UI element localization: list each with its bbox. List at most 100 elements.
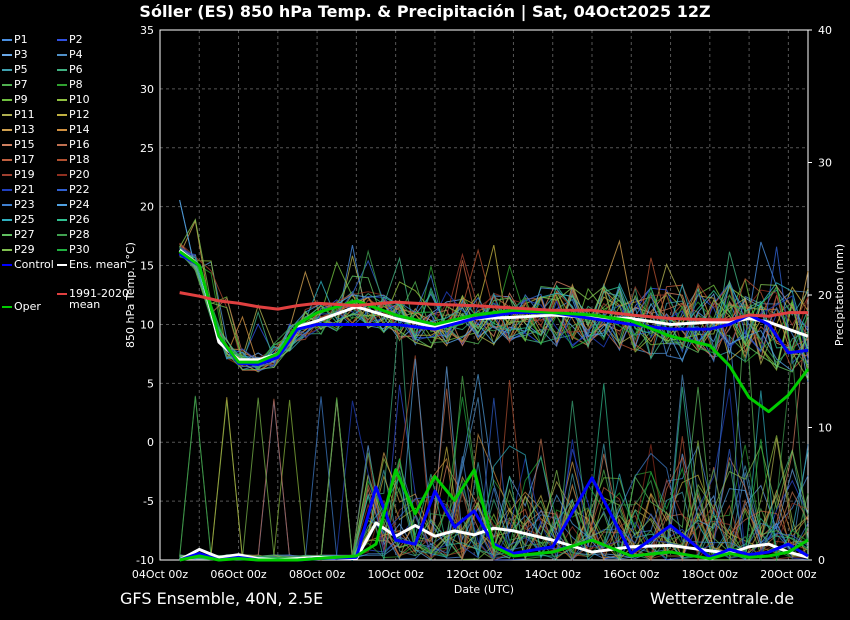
x-tick-label: 10Oct 00z: [367, 568, 424, 581]
legend-item-1991-2020-mean: 1991-2020 mean: [57, 288, 129, 310]
legend-label: P9: [14, 93, 28, 106]
series-line-1991-2020-mean: [179, 291, 808, 322]
y2-tick-label: 40: [818, 24, 832, 37]
legend-item-p20: P20: [57, 168, 90, 181]
legend-item-p23: P23: [2, 198, 35, 211]
legend-item-p2: P2: [57, 33, 83, 46]
legend-swatch: [2, 306, 12, 308]
y-tick-label: -10: [136, 554, 154, 567]
model-label: GFS Ensemble, 40N, 2.5E: [120, 589, 324, 608]
series-line-oper: [178, 250, 810, 414]
x-tick-label: 20Oct 00z: [760, 568, 817, 581]
legend-label: P30: [69, 243, 90, 256]
legend-item-p29: P29: [2, 243, 35, 256]
legend-item-p1: P1: [2, 33, 28, 46]
legend-label: Control: [14, 258, 54, 271]
y-tick-label: -5: [143, 495, 154, 508]
legend-item-oper: Oper: [2, 300, 41, 313]
legend-label: P27: [14, 228, 35, 241]
legend-swatch: [2, 39, 12, 41]
legend-item-ens-mean: Ens. mean: [57, 258, 127, 271]
legend-item-p17: P17: [2, 153, 35, 166]
legend-label: P23: [14, 198, 35, 211]
legend-swatch: [2, 159, 12, 161]
legend-item-p27: P27: [2, 228, 35, 241]
legend-label: P26: [69, 213, 90, 226]
legend-label: P18: [69, 153, 90, 166]
legend-label: P20: [69, 168, 90, 181]
legend-swatch: [2, 129, 12, 131]
chart-title: Sóller (ES) 850 hPa Temp. & Precipitació…: [139, 2, 711, 21]
legend-swatch: [57, 144, 67, 146]
legend-swatch: [57, 249, 67, 251]
legend-item-p16: P16: [57, 138, 90, 151]
y-tick-label: 0: [147, 436, 154, 449]
legend-label: P2: [69, 33, 83, 46]
legend-label: P11: [14, 108, 35, 121]
legend-label: P13: [14, 123, 35, 136]
member-line-p24: [179, 199, 809, 372]
legend-swatch: [2, 84, 12, 86]
legend-item-p3: P3: [2, 48, 28, 61]
legend-item-p15: P15: [2, 138, 35, 151]
legend-label: P22: [69, 183, 90, 196]
legend-swatch: [57, 174, 67, 176]
legend-label: P3: [14, 48, 28, 61]
x-tick-label: 06Oct 00z: [210, 568, 267, 581]
legend-item-p6: P6: [57, 63, 83, 76]
legend-swatch: [2, 69, 12, 71]
legend-label: P19: [14, 168, 35, 181]
legend-label: P14: [69, 123, 90, 136]
legend-item-p30: P30: [57, 243, 90, 256]
legend-swatch: [57, 264, 67, 266]
legend-label: P1: [14, 33, 28, 46]
legend-item-p26: P26: [57, 213, 90, 226]
y-tick-label: 35: [140, 24, 154, 37]
legend-swatch: [57, 189, 67, 191]
x-tick-label: 04Oct 00z: [132, 568, 189, 581]
y-tick-label: 25: [140, 142, 154, 155]
legend-label: Ens. mean: [69, 258, 127, 271]
legend-swatch: [2, 219, 12, 221]
legend-label: P24: [69, 198, 90, 211]
legend-label: P15: [14, 138, 35, 151]
legend-label: P10: [69, 93, 90, 106]
legend-swatch: [57, 129, 67, 131]
legend-item-p18: P18: [57, 153, 90, 166]
legend-label: P7: [14, 78, 28, 91]
legend-label: 1991-2020 mean: [69, 287, 129, 311]
member-precip-p28: [179, 351, 809, 562]
legend-label: P4: [69, 48, 83, 61]
legend-swatch: [2, 144, 12, 146]
legend-item-control: Control: [2, 258, 54, 271]
legend-item-p5: P5: [2, 63, 28, 76]
x-axis-label: Date (UTC): [454, 583, 514, 596]
member-precip-p29: [179, 397, 809, 561]
x-tick-label: 16Oct 00z: [603, 568, 660, 581]
legend-item-p7: P7: [2, 78, 28, 91]
legend-swatch: [2, 174, 12, 176]
y-tick-label: 10: [140, 318, 154, 331]
legend-swatch: [57, 54, 67, 56]
legend-swatch: [57, 159, 67, 161]
legend-item-p24: P24: [57, 198, 90, 211]
member-line-p28: [179, 249, 809, 369]
x-tick-label: 12Oct 00z: [446, 568, 503, 581]
legend-swatch: [2, 249, 12, 251]
member-precip-p23: [179, 396, 809, 561]
legend-label: P28: [69, 228, 90, 241]
legend-swatch: [2, 189, 12, 191]
legend-item-p21: P21: [2, 183, 35, 196]
legend-item-p14: P14: [57, 123, 90, 136]
plot-frame: [159, 29, 809, 561]
legend-swatch: [57, 69, 67, 71]
legend-item-p28: P28: [57, 228, 90, 241]
legend-swatch: [57, 293, 67, 295]
legend-swatch: [57, 114, 67, 116]
legend-swatch: [57, 219, 67, 221]
legend-item-p13: P13: [2, 123, 35, 136]
legend-item-p25: P25: [2, 213, 35, 226]
legend-swatch: [2, 54, 12, 56]
y2-tick-label: 30: [818, 157, 832, 170]
y2-tick-label: 10: [818, 422, 832, 435]
